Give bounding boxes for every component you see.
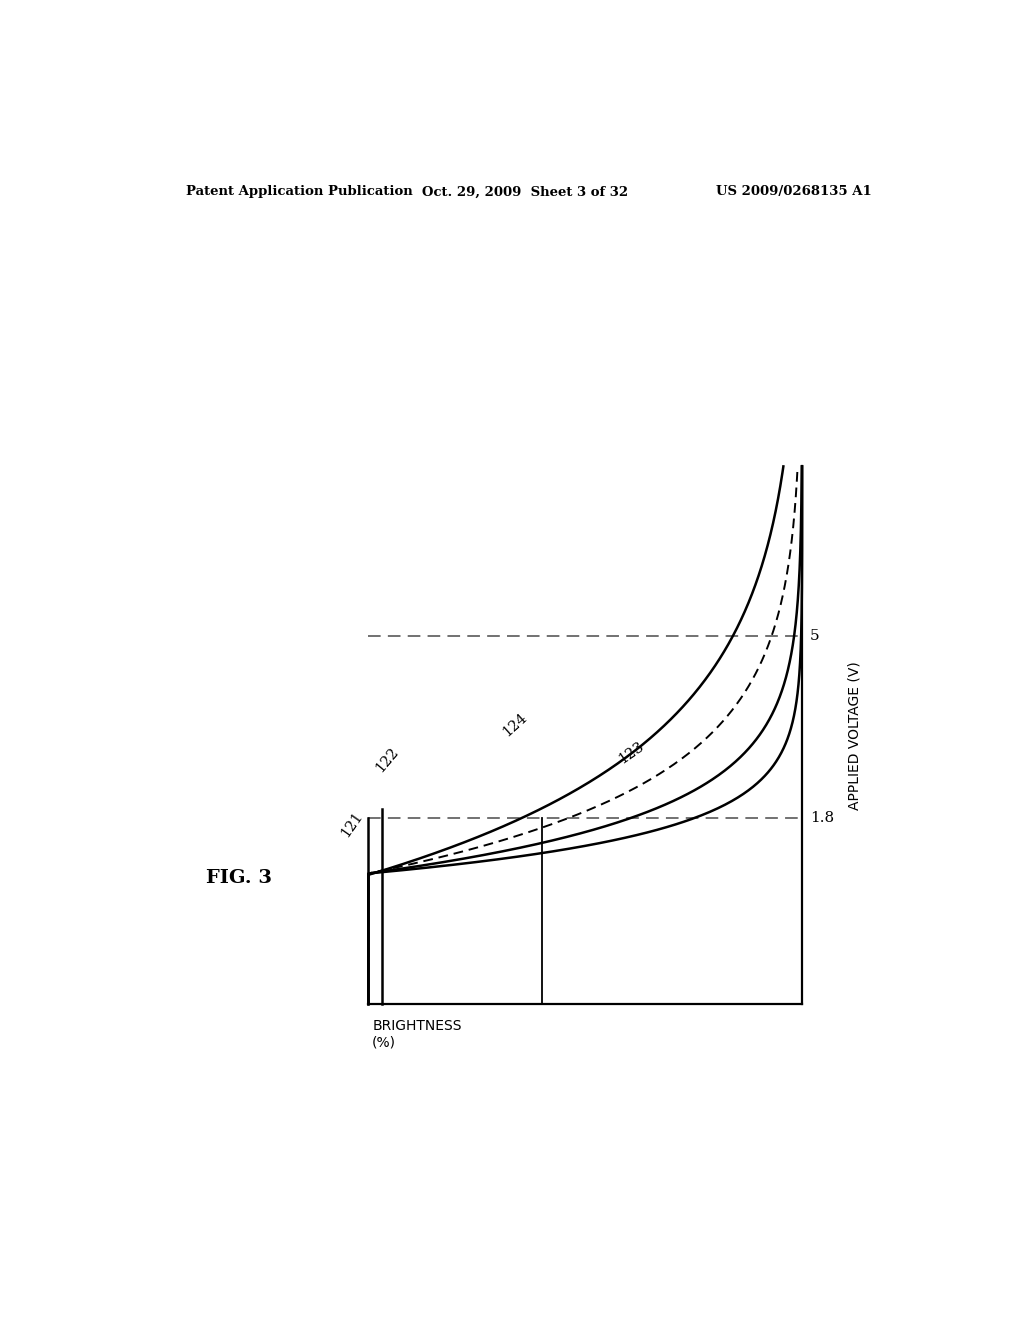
Text: BRIGHTNESS
(%): BRIGHTNESS (%) — [372, 1019, 462, 1049]
Text: APPLIED VOLTAGE (V): APPLIED VOLTAGE (V) — [848, 661, 862, 809]
Text: Patent Application Publication: Patent Application Publication — [186, 185, 413, 198]
Text: 1.8: 1.8 — [810, 812, 835, 825]
Text: 124: 124 — [500, 710, 529, 739]
Text: 122: 122 — [373, 744, 401, 775]
Text: 121: 121 — [338, 809, 366, 840]
Text: 123: 123 — [616, 739, 647, 767]
Text: US 2009/0268135 A1: US 2009/0268135 A1 — [716, 185, 872, 198]
Text: Oct. 29, 2009  Sheet 3 of 32: Oct. 29, 2009 Sheet 3 of 32 — [422, 185, 628, 198]
Text: 5: 5 — [810, 628, 819, 643]
Text: FIG. 3: FIG. 3 — [206, 870, 271, 887]
